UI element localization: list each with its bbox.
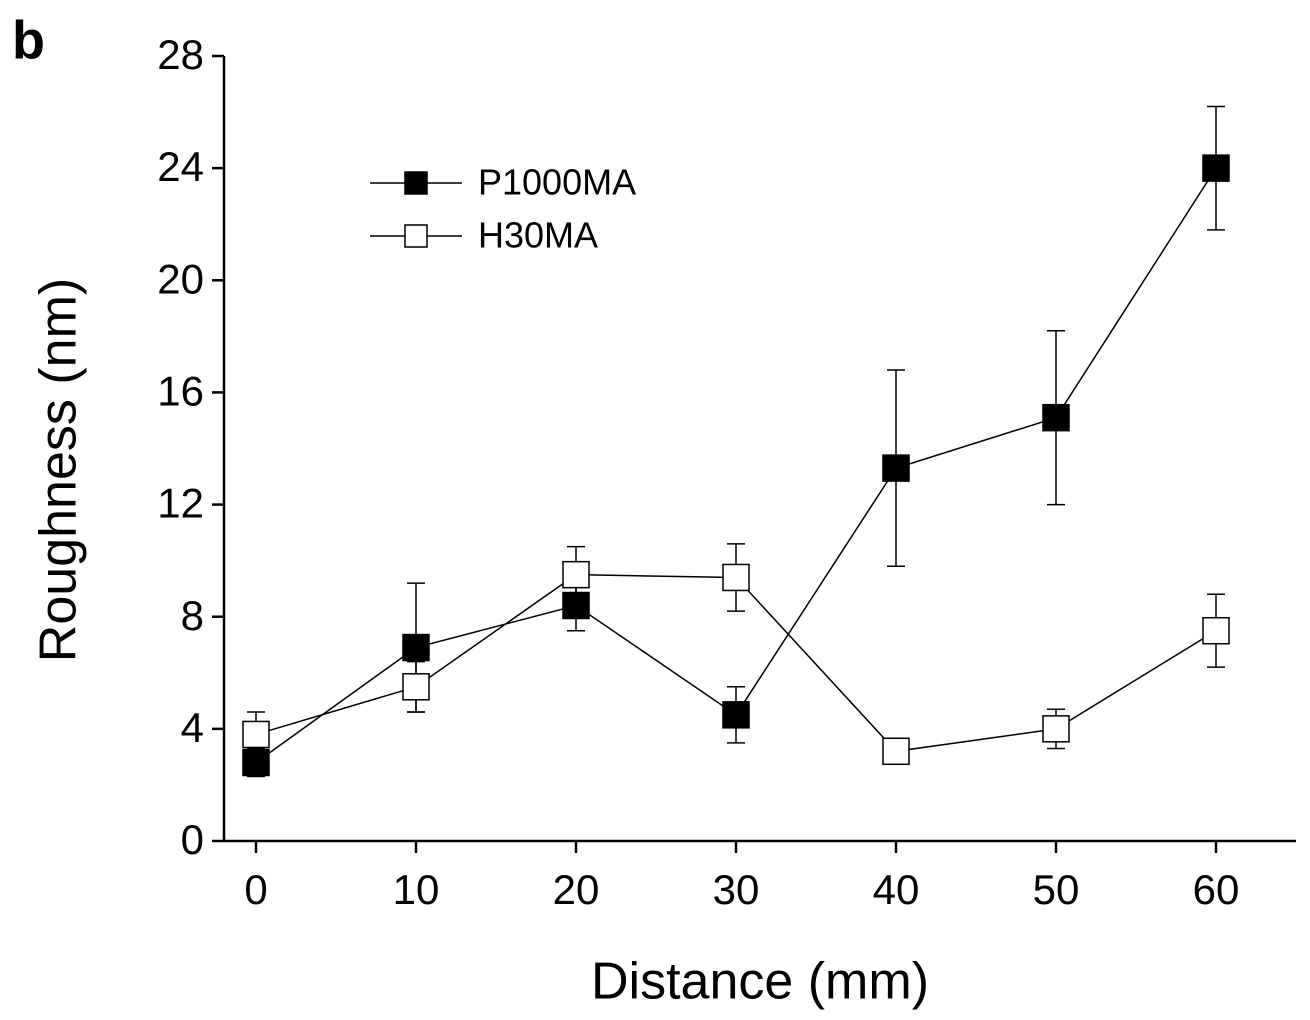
x-tick-label: 10 — [393, 866, 440, 913]
y-tick-label: 24 — [157, 143, 204, 190]
x-tick-label: 60 — [1193, 866, 1240, 913]
legend-label: P1000MA — [478, 162, 636, 203]
y-tick-label: 4 — [181, 704, 204, 751]
y-tick-label: 20 — [157, 255, 204, 302]
marker — [1202, 616, 1230, 645]
y-tick-label: 16 — [157, 368, 204, 415]
x-tick-label: 0 — [244, 866, 267, 913]
marker — [882, 454, 910, 482]
marker — [722, 563, 750, 592]
marker — [1042, 403, 1070, 432]
y-axis-label: Roughness (nm) — [30, 278, 88, 662]
x-axis-label: Distance (mm) — [591, 953, 929, 1011]
y-tick-label: 28 — [157, 31, 204, 78]
x-tick-label: 30 — [713, 866, 760, 913]
y-tick-label: 0 — [181, 816, 204, 863]
series-line — [255, 167, 1217, 764]
marker — [242, 720, 270, 749]
marker — [562, 560, 590, 589]
panel-label: b — [12, 10, 45, 70]
legend-label: H30MA — [478, 215, 598, 256]
legend-marker — [404, 171, 428, 195]
marker — [402, 673, 430, 701]
marker — [1202, 154, 1230, 182]
y-tick-label: 12 — [157, 480, 204, 527]
x-tick-label: 40 — [873, 866, 920, 913]
x-tick-label: 20 — [553, 866, 600, 913]
x-tick-label: 50 — [1033, 866, 1080, 913]
y-tick-label: 8 — [181, 592, 204, 639]
marker — [1042, 715, 1070, 743]
marker — [722, 701, 750, 729]
legend-marker — [404, 224, 428, 248]
marker — [882, 737, 910, 766]
marker — [402, 633, 430, 662]
